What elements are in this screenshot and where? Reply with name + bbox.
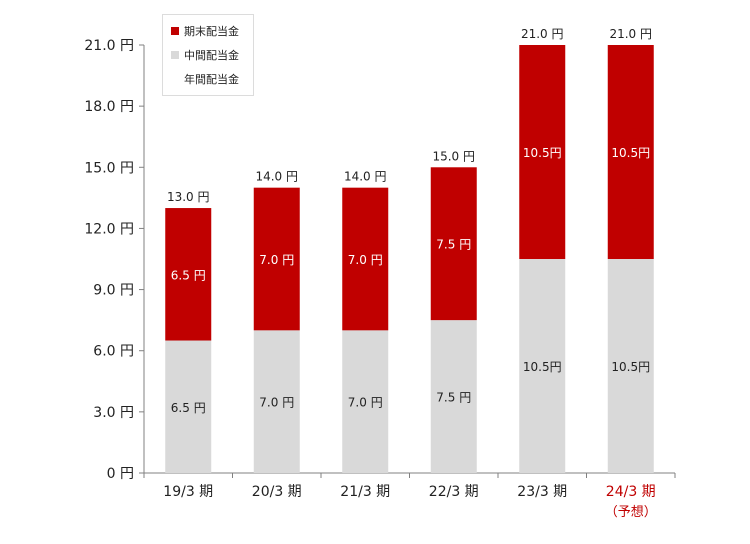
bar-interim [607, 259, 654, 473]
legend-label-period-end: 期末配当金 [184, 25, 239, 38]
y-tick-label: 21.0 円 [84, 38, 134, 54]
x-tick-label: 22/3 期 [429, 484, 479, 500]
data-label-period-end: 6.5 円 [171, 268, 206, 282]
bar-period-end [165, 208, 212, 341]
x-tick-label: 24/3 期 [606, 484, 656, 500]
data-label-total: 14.0 円 [255, 170, 298, 184]
data-label-total: 21.0 円 [609, 27, 652, 41]
x-tick-label: 19/3 期 [163, 484, 213, 500]
y-tick-label: 15.0 円 [84, 160, 134, 176]
data-label-total: 21.0 円 [521, 27, 564, 41]
bar-interim [342, 330, 389, 473]
legend-item-annual: 年間配当金 [171, 71, 239, 87]
legend-swatch-interim [171, 51, 179, 59]
bar-period-end [607, 45, 654, 259]
bar-period-end [519, 45, 566, 259]
x-tick-sublabel: （予想） [605, 504, 657, 520]
legend-swatch-period-end [171, 27, 179, 35]
data-label-total: 14.0 円 [344, 170, 387, 184]
data-label-interim: 10.5円 [523, 360, 562, 374]
data-label-interim: 7.0 円 [259, 396, 294, 410]
data-label-period-end: 7.0 円 [348, 253, 383, 267]
data-label-period-end: 7.0 円 [259, 253, 294, 267]
data-label-period-end: 7.5 円 [436, 238, 471, 252]
bar-interim [430, 320, 477, 473]
bar-period-end [430, 167, 477, 321]
data-label-interim: 7.5 円 [436, 391, 471, 405]
bar-interim [519, 259, 566, 473]
data-label-interim: 10.5円 [611, 360, 650, 374]
legend-swatch-annual [171, 75, 179, 83]
y-tick-label: 3.0 円 [93, 405, 134, 421]
chart-legend: 期末配当金 中間配当金 年間配当金 [162, 14, 254, 96]
bar-period-end [253, 187, 300, 331]
legend-item-interim: 中間配当金 [171, 47, 239, 63]
y-tick-label: 18.0 円 [84, 99, 134, 115]
bar-period-end [342, 187, 389, 331]
legend-item-period-end: 期末配当金 [171, 23, 239, 39]
y-tick-label: 6.0 円 [93, 344, 134, 360]
data-label-period-end: 10.5円 [611, 146, 650, 160]
bar-interim [253, 330, 300, 473]
x-tick-label: 20/3 期 [252, 484, 302, 500]
bar-interim [165, 340, 212, 473]
x-tick-label: 23/3 期 [517, 484, 567, 500]
y-tick-label: 0 円 [107, 466, 134, 482]
data-label-interim: 7.0 円 [348, 396, 383, 410]
data-label-interim: 6.5 円 [171, 401, 206, 415]
legend-label-interim: 中間配当金 [184, 49, 239, 62]
data-label-total: 15.0 円 [432, 149, 475, 163]
data-label-period-end: 10.5円 [523, 146, 562, 160]
y-tick-label: 12.0 円 [84, 221, 134, 237]
x-tick-label: 21/3 期 [340, 484, 390, 500]
y-tick-label: 9.0 円 [93, 283, 134, 299]
data-label-total: 13.0 円 [167, 190, 210, 204]
legend-label-annual: 年間配当金 [184, 73, 239, 86]
